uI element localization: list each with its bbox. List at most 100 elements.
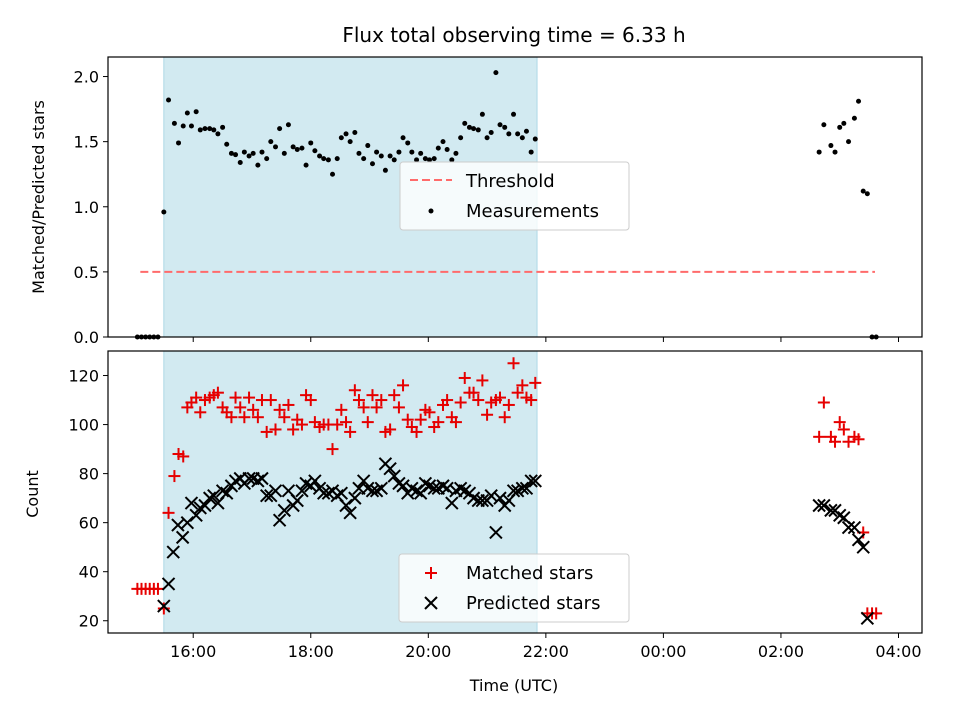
predicted-star-point — [184, 496, 199, 510]
predicted-marker-b — [220, 486, 234, 500]
predicted-marker-b — [833, 508, 847, 523]
measurement-point — [211, 127, 217, 133]
top-y-axis-label: Matched/Predicted stars — [29, 100, 48, 294]
predicted-star-point — [824, 503, 838, 518]
predicted-marker-b — [515, 481, 530, 496]
predicted-marker-b — [383, 461, 397, 476]
matched-star-point — [432, 416, 445, 429]
predicted-marker-b — [427, 481, 441, 496]
top-y-tick-label: 1.0 — [74, 198, 99, 217]
measurement-point — [387, 153, 393, 159]
measurement-point — [506, 131, 512, 137]
matched-star-point — [388, 389, 401, 402]
predicted-marker-b — [475, 493, 490, 508]
predicted-marker-b — [161, 577, 176, 591]
matched-star-point — [282, 398, 295, 411]
predicted-star-point — [215, 484, 230, 498]
predicted-marker-b — [259, 488, 274, 503]
matched-star-point — [502, 398, 515, 411]
measurement-point — [828, 143, 834, 149]
measurement-point — [502, 124, 508, 130]
matched-star-point — [331, 418, 344, 431]
measurement-point — [312, 148, 318, 154]
predicted-marker-b — [458, 484, 472, 498]
matched-star-point — [229, 391, 242, 404]
measurement-point — [197, 127, 203, 133]
predicted-star-point — [528, 474, 542, 488]
predicted-star-point — [290, 493, 304, 508]
predicted-star-point — [409, 484, 424, 498]
matched-star-point — [234, 401, 247, 414]
matched-star-point — [410, 425, 423, 438]
predicted-star-point — [427, 481, 441, 496]
predicted-marker-b — [409, 484, 424, 498]
measurement-point — [471, 126, 477, 132]
matched-star-point — [269, 423, 282, 436]
matched-star-point — [247, 403, 260, 416]
matched-star-point — [833, 416, 846, 429]
predicted-star-point — [453, 481, 468, 496]
predicted-star-point — [489, 525, 503, 540]
matched-star-point — [507, 357, 520, 370]
predicted-marker-b — [361, 481, 375, 496]
measurement-point — [493, 70, 499, 76]
predicted-marker-b — [418, 476, 433, 491]
predicted-star-point — [308, 474, 322, 488]
bottom-y-tick-label: 100 — [68, 416, 99, 435]
measurement-point — [290, 144, 296, 150]
measurement-point — [365, 143, 371, 149]
measurement-point — [466, 124, 472, 130]
predicted-marker-b — [396, 479, 410, 493]
measurement-point — [422, 156, 428, 162]
series-predicted-stars — [157, 457, 875, 625]
matched-star-point — [335, 403, 348, 416]
matched-star-point — [211, 386, 224, 399]
matched-star-point — [467, 386, 480, 399]
x-tick-label: 22:00 — [523, 642, 569, 661]
predicted-marker-b — [453, 481, 468, 496]
measurement-point — [511, 111, 517, 117]
predicted-star-point — [515, 481, 530, 496]
predicted-marker-b — [339, 498, 353, 513]
measurement-point — [338, 135, 344, 141]
matched-star-point — [392, 401, 405, 414]
predicted-star-point — [413, 486, 428, 500]
predicted-star-point — [272, 513, 287, 527]
predicted-star-point — [506, 484, 521, 498]
predicted-star-point — [833, 508, 847, 523]
measurement-point — [330, 171, 336, 177]
matched-star-point — [352, 394, 365, 407]
measurement-point — [414, 157, 420, 163]
measurement-point — [856, 98, 862, 104]
matched-star-point — [397, 379, 410, 392]
matched-star-point — [361, 416, 374, 429]
measurement-point — [361, 156, 367, 162]
measurement-point — [462, 120, 468, 126]
predicted-marker-b — [506, 484, 521, 498]
predicted-marker-b — [321, 486, 336, 500]
predicted-star-point — [396, 479, 410, 493]
top-y-tick-label: 1.5 — [74, 133, 99, 152]
matched-star-point — [454, 396, 467, 409]
measurement-point — [449, 157, 455, 163]
matched-star-point — [194, 406, 207, 419]
predicted-marker-b — [215, 484, 230, 498]
matched-star-point — [190, 391, 203, 404]
legend-measurement-swatch — [428, 208, 434, 214]
measurement-point — [400, 135, 406, 141]
predicted-marker-b — [299, 476, 313, 491]
measurement-point — [532, 136, 538, 142]
measurement-point — [202, 126, 208, 132]
measurement-point — [321, 156, 327, 162]
measurement-point — [184, 110, 190, 116]
measurement-point — [188, 123, 194, 129]
measurement-point — [864, 191, 870, 197]
legend-predicted-swatch — [424, 596, 438, 610]
predicted-marker-b — [422, 479, 437, 493]
predicted-marker-b — [436, 479, 450, 493]
predicted-marker-b — [847, 520, 862, 535]
measurement-point — [431, 156, 437, 162]
predicted-marker-b — [308, 474, 322, 488]
matched-star-point — [813, 430, 826, 443]
measurement-point — [497, 122, 503, 128]
